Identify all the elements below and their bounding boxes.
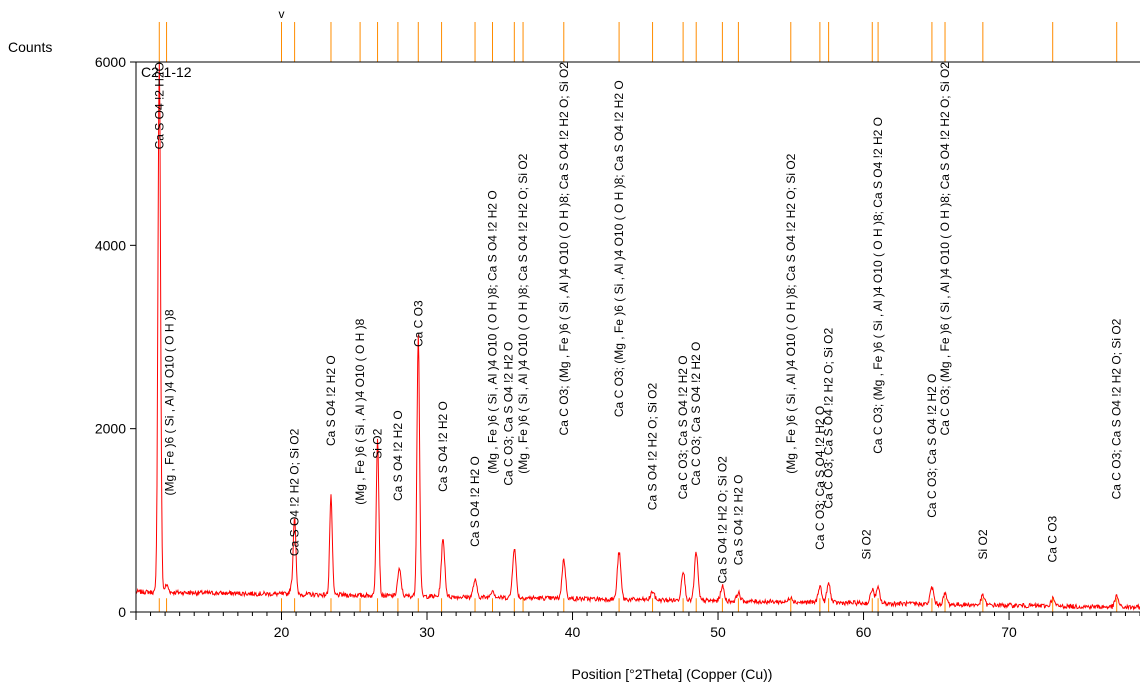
y-tick-label: 0	[118, 604, 126, 620]
axes: 0 2000 4000 6000 20 30 40 50 60 70	[95, 54, 1140, 640]
phase-annotation: (Mg , Fe )6 ( Si , Al )4 O10 ( O H )8; C…	[516, 153, 530, 473]
y-axis-title: Counts	[8, 39, 52, 55]
phase-annotation: Ca S O4 !2 H2 O	[324, 355, 338, 446]
phase-annotation: Ca S O4 !2 H2 O	[731, 475, 745, 566]
phase-annotation: Ca C O3; (Mg , Fe )6 ( Si , Al )4 O10 ( …	[612, 80, 626, 417]
x-axis-title: Position [°2Theta] (Copper (Cu))	[572, 666, 773, 682]
x-tick-label: 30	[419, 624, 435, 640]
phase-annotation: Ca C O3	[1046, 515, 1060, 562]
phase-annotations: Ca S O4 !2 H2O (Mg , Fe )6 ( Si , Al )4 O…	[152, 62, 1123, 584]
phase-annotation: (Mg , Fe )6 ( Si , Al )4 O10 ( O H )8	[162, 309, 176, 495]
reference-stick-band: v	[158, 7, 1118, 62]
pattern-area	[135, 62, 1140, 612]
phase-annotation: Ca S O4 !2 H2 O	[391, 410, 405, 501]
phase-annotation: Ca C O3; Ca S O4 !2 H2 O	[925, 374, 939, 518]
phase-annotation: Ca S O4 !2 H2 O; Si O2	[646, 383, 660, 511]
phase-annotation: Ca C O3; (Mg , Fe )6 ( Si , Al )4 O10 ( …	[871, 117, 885, 454]
y-tick-label: 6000	[95, 54, 126, 70]
phase-annotation: (Mg , Fe )6 ( Si , Al )4 O10 ( O H )8; C…	[485, 190, 499, 473]
x-tick-label: 60	[856, 624, 872, 640]
phase-annotation: Ca C O3; (Mg , Fe )6 ( Si , Al )4 O10 ( …	[557, 62, 571, 436]
xrd-pattern-line	[135, 62, 1140, 611]
phase-annotation: Ca C O3; Ca S O4 !2 H2 O	[676, 355, 690, 499]
y-tick-label: 2000	[95, 421, 126, 437]
phase-annotation: Ca S O4 !2 H2O	[152, 62, 166, 149]
phase-annotation: Ca S O4 !2 H2 O	[436, 401, 450, 492]
phase-annotation: Si O2	[371, 428, 385, 458]
phase-annotation: Si O2	[976, 529, 990, 559]
phase-annotation: Ca C O3; Ca S O4 !2 H2 O; Si O2	[822, 328, 836, 509]
phase-annotation: Si O2	[859, 529, 873, 559]
phase-annotation: Ca C O3; Ca S O4 !2 H2 O	[501, 342, 515, 486]
phase-annotation: Ca C O3; Ca S O4 !2 H2 O	[689, 342, 703, 486]
phase-annotation: Ca S O4 !2 H2 O	[468, 456, 482, 547]
sample-label: C2-1-12	[141, 64, 192, 80]
x-tick-label: 50	[710, 624, 726, 640]
phase-annotation: Ca S O4 !2 H2 O; Si O2	[715, 456, 729, 584]
phase-annotation: Ca C O3	[411, 300, 425, 347]
phase-annotation: Ca C O3; (Mg , Fe )6 ( Si , Al )4 O10 ( …	[938, 62, 952, 436]
phase-annotation: Ca S O4 !2 H2 O; Si O2	[288, 428, 302, 556]
phase-annotation: Ca C O3; Ca S O4 !2 H2 O	[813, 406, 827, 550]
reference-marker: v	[279, 7, 285, 21]
phase-annotation: (Mg , Fe )6 ( Si , Al )4 O10 ( O H )8; C…	[784, 153, 798, 473]
x-tick-label: 20	[274, 624, 290, 640]
y-tick-label: 4000	[95, 237, 126, 253]
x-tick-label: 70	[1001, 624, 1017, 640]
phase-annotation: Ca C O3; Ca S O4 !2 H2 O; Si O2	[1110, 318, 1124, 499]
x-tick-label: 40	[565, 624, 581, 640]
phase-annotation: (Mg , Fe )6 ( Si , Al )4 O10 ( O H )8	[353, 318, 367, 504]
